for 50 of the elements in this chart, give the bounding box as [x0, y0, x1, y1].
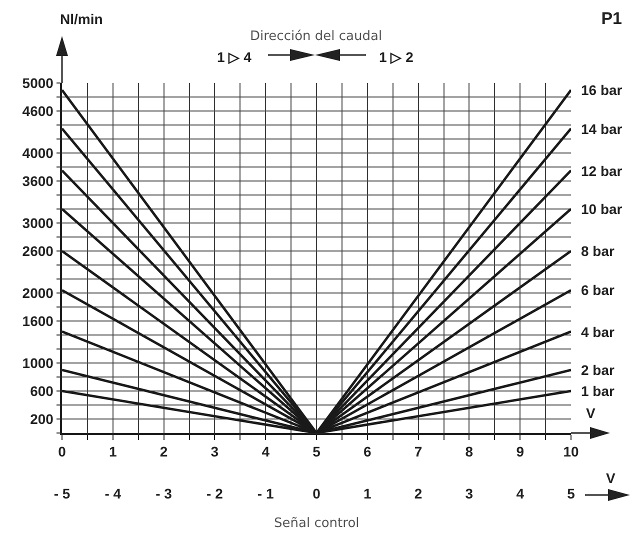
y-tick-label: 2600	[22, 242, 54, 259]
series-label: 10 bar	[581, 201, 623, 217]
x2-tick-label: - 3	[156, 486, 172, 502]
x2-tick-label: 3	[465, 486, 474, 502]
series-label: 16 bar	[581, 82, 623, 98]
chart-subtitle: Dirección del caudal	[250, 29, 382, 44]
series-label: 6 bar	[581, 282, 616, 298]
y-tick-label: 200	[30, 410, 54, 427]
y-tick-label: 3600	[22, 172, 54, 189]
x2-tick-label: 2	[414, 486, 422, 502]
x-tick-label: 6	[364, 444, 372, 460]
x2-tick-label: - 5	[54, 486, 70, 502]
x-axis-title: V	[586, 405, 596, 421]
text: 1 ▷ 2	[379, 49, 414, 65]
x2-tick-label: 5	[567, 486, 576, 502]
x2-axis-title: V	[606, 470, 616, 486]
series-label: 8 bar	[581, 243, 616, 259]
x2-tick-label: - 1	[257, 486, 274, 502]
x-tick-label: 10	[563, 444, 579, 460]
text: 1 ▷ 4	[217, 49, 252, 65]
y-tick-label: 4000	[22, 144, 54, 161]
series-label: 12 bar	[581, 163, 623, 179]
x-tick-label: 3	[210, 444, 219, 460]
series-label: 14 bar	[581, 121, 623, 137]
x2-tick-label: 4	[516, 486, 524, 502]
y-axis-title: Nl/min	[60, 11, 103, 27]
x2-tick-label: - 4	[104, 486, 122, 502]
x-tick-label: 2	[160, 444, 168, 460]
y-tick-label: 1000	[22, 354, 54, 371]
x-tick-label: 7	[414, 444, 422, 460]
y-tick-label: 2000	[22, 284, 54, 301]
text: Señal control	[274, 516, 360, 531]
x2-tick-label: 0	[312, 486, 321, 502]
x2-tick-label: - 2	[206, 486, 224, 502]
y-tick-label: 600	[30, 382, 54, 399]
x-tick-label: 9	[516, 444, 524, 460]
x-tick-label: 1	[109, 444, 117, 460]
x-tick-label: 8	[465, 444, 474, 460]
y-tick-label: 4600	[22, 102, 54, 119]
x-tick-label: 5	[312, 444, 321, 460]
x-tick-label: 0	[58, 444, 66, 460]
x-tick-label: 4	[262, 444, 270, 460]
series-label: 2 bar	[581, 362, 616, 378]
text: P1	[601, 8, 622, 28]
series-label: 4 bar	[581, 324, 616, 340]
y-tick-label: 5000	[22, 74, 54, 91]
y-tick-label: 3000	[22, 214, 54, 231]
series-label: 1 bar	[581, 383, 616, 399]
y-tick-label: 1600	[22, 312, 54, 329]
x2-tick-label: 1	[364, 486, 372, 502]
